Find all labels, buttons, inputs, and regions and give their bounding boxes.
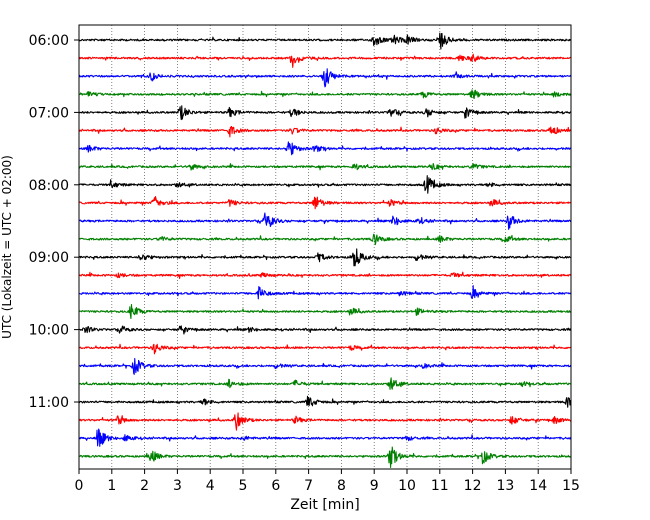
y-axis: 06:00 07:00 08:00 09:00 10:00 11:00 (29, 33, 79, 411)
seismic-trace (78, 412, 572, 431)
x-tick-label: 15 (562, 478, 580, 494)
seismic-trace (78, 325, 572, 335)
y-tick-label: 06:00 (29, 33, 69, 49)
y-tick-label: 11:00 (29, 395, 69, 411)
seismic-trace (78, 428, 572, 447)
seismic-trace (78, 125, 572, 138)
seismic-trace (78, 89, 572, 99)
seismic-trace (78, 163, 572, 171)
seismic-trace (78, 68, 572, 88)
seismic-trace (78, 248, 572, 267)
seismic-trace (78, 212, 572, 230)
seismic-trace (78, 285, 572, 300)
x-tick-label: 13 (496, 478, 514, 494)
grid-lines (111, 25, 539, 469)
x-tick-label: 11 (431, 478, 449, 494)
seismic-trace (78, 196, 572, 210)
plot-frame (78, 24, 572, 470)
seismic-trace (78, 343, 572, 355)
x-tick-label: 6 (271, 478, 280, 494)
seismic-trace (78, 271, 572, 279)
seismic-trace (78, 233, 572, 246)
y-tick-label: 09:00 (29, 250, 69, 266)
x-tick-label: 1 (107, 478, 116, 494)
y-axis-label: UTC (Lokalzeit = UTC + 02:00) (0, 155, 14, 339)
seismic-trace (78, 395, 572, 408)
x-tick-label: 9 (370, 478, 379, 494)
y-tick-label: 08:00 (29, 178, 69, 194)
seismic-trace (78, 141, 572, 156)
seismic-trace (78, 303, 572, 320)
x-tick-label: 10 (398, 478, 416, 494)
x-axis: 0 1 2 3 4 5 6 7 8 9 10 11 12 13 14 15 (75, 469, 580, 494)
seismic-trace (78, 358, 572, 375)
x-tick-label: 0 (75, 478, 84, 494)
x-tick-label: 12 (464, 478, 482, 494)
x-tick-label: 7 (304, 478, 313, 494)
seismic-trace (78, 105, 572, 121)
x-tick-label: 5 (239, 478, 248, 494)
seismic-trace (78, 32, 572, 50)
seismic-trace (78, 446, 572, 468)
x-tick-label: 8 (337, 478, 346, 494)
y-tick-label: 10:00 (29, 323, 69, 339)
x-tick-label: 3 (173, 478, 182, 494)
x-axis-label: Zeit [min] (290, 497, 359, 513)
seismic-trace (78, 175, 572, 194)
x-tick-label: 4 (206, 478, 215, 494)
x-tick-label: 14 (529, 478, 547, 494)
seismic-trace (78, 377, 572, 390)
seismic-traces (78, 32, 572, 468)
seismic-trace (78, 53, 572, 68)
y-tick-label: 07:00 (29, 105, 69, 121)
x-tick-label: 2 (140, 478, 149, 494)
